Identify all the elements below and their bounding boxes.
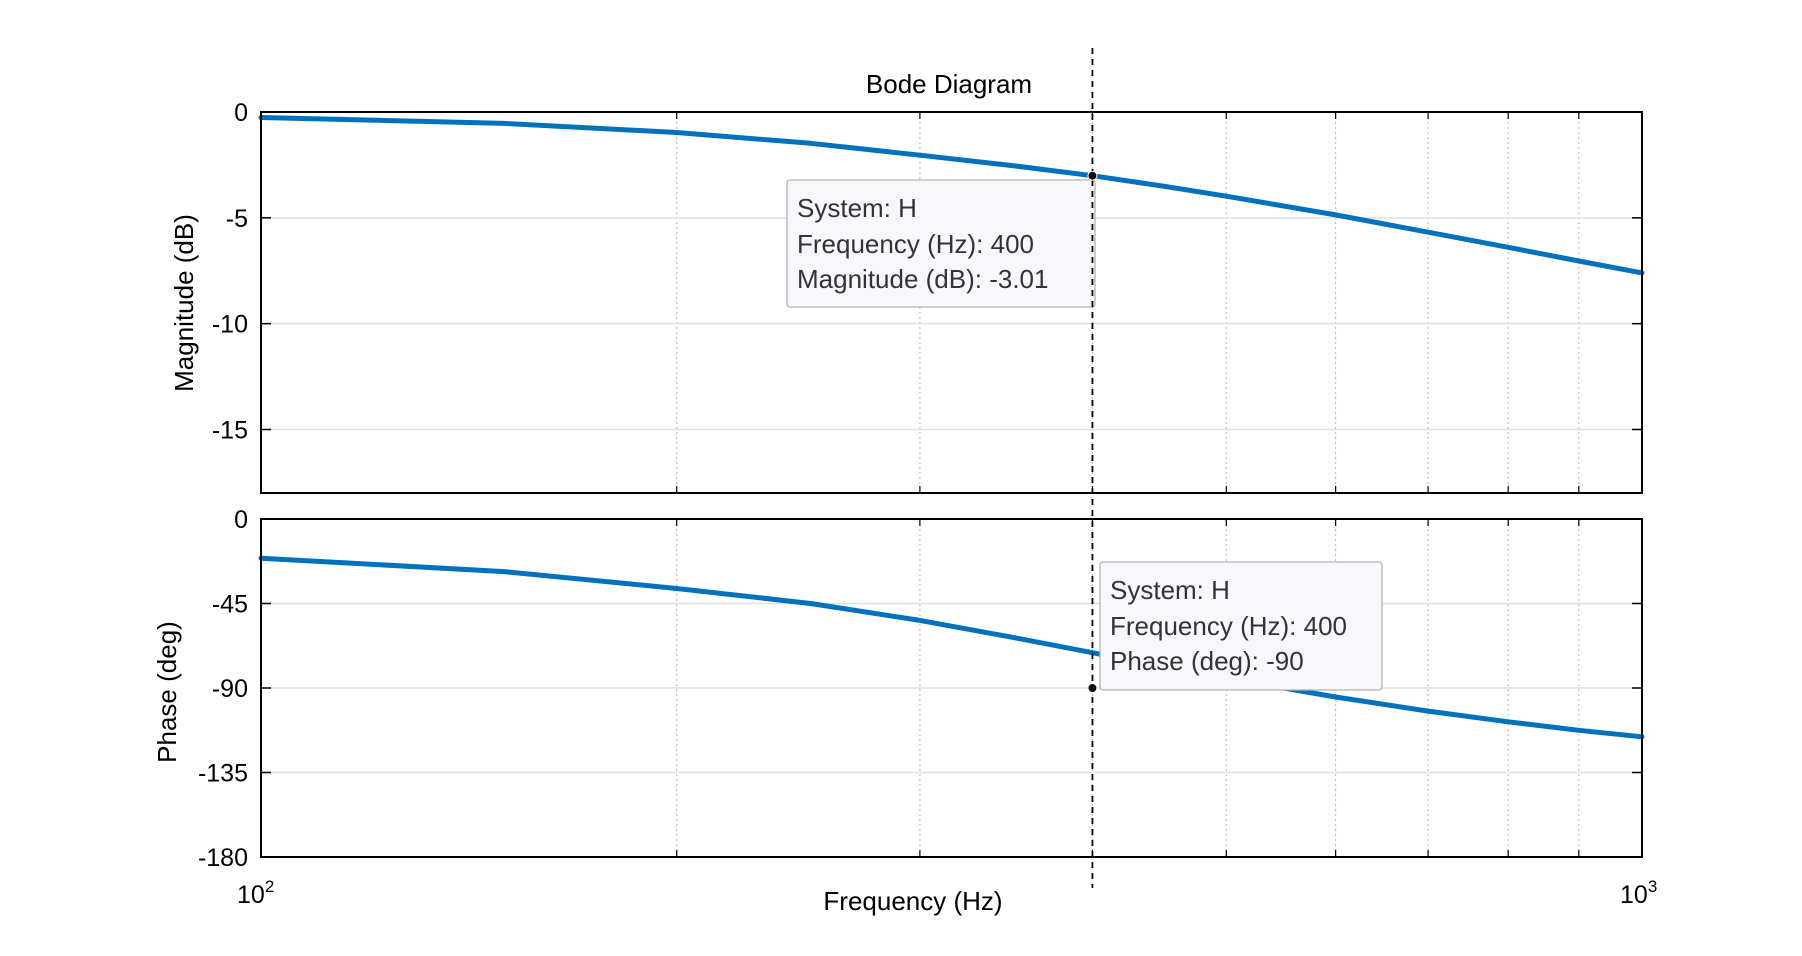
series-line-h xyxy=(258,115,1645,276)
y-tick-label: -45 xyxy=(212,591,248,619)
y-tick-label: -90 xyxy=(212,675,248,703)
phase-datatip[interactable]: System: H Frequency (Hz): 400 Phase (deg… xyxy=(1099,561,1383,691)
phase-axes: 0 -45 -90 -135 -180 xyxy=(198,506,1645,872)
magnitude-datatip[interactable]: System: H Frequency (Hz): 400 Magnitude … xyxy=(786,179,1096,308)
datatip-line: Phase (deg): -90 xyxy=(1110,646,1304,676)
datatip-box xyxy=(1099,561,1383,691)
datatip-line: Frequency (Hz): 400 xyxy=(797,229,1034,259)
series-line-h xyxy=(258,555,1645,740)
y-tick-label: 0 xyxy=(234,506,248,534)
magnitude-datatip-marker[interactable] xyxy=(1087,170,1098,181)
xtick-label-100: 102 xyxy=(237,877,274,909)
phase-ylabel: Phase (deg) xyxy=(152,621,182,763)
datatip-line: Frequency (Hz): 400 xyxy=(1110,611,1347,641)
datatip-box xyxy=(786,179,1096,308)
y-tick-label: -15 xyxy=(212,417,248,445)
axes-box xyxy=(260,111,1643,494)
axes-box xyxy=(260,518,1643,858)
datatip-line: System: H xyxy=(1110,575,1230,605)
y-tick-label: -135 xyxy=(198,760,248,788)
y-tick-label: -5 xyxy=(226,205,248,233)
chart-title: Bode Diagram xyxy=(866,69,1032,99)
magnitude-axes: 0 -5 -10 -15 xyxy=(212,99,1645,494)
xtick-label-1000: 103 xyxy=(1620,877,1657,909)
datatip-line: Magnitude (dB): -3.01 xyxy=(797,264,1048,294)
y-tick-label: -10 xyxy=(212,311,248,339)
frequency-xlabel: Frequency (Hz) xyxy=(823,886,1002,916)
phase-datatip-marker[interactable] xyxy=(1087,683,1098,693)
datatip-line: System: H xyxy=(797,193,917,223)
y-tick-label: 0 xyxy=(234,99,248,127)
y-tick-label: -180 xyxy=(198,844,248,872)
magnitude-ylabel: Magnitude (dB) xyxy=(169,214,199,392)
